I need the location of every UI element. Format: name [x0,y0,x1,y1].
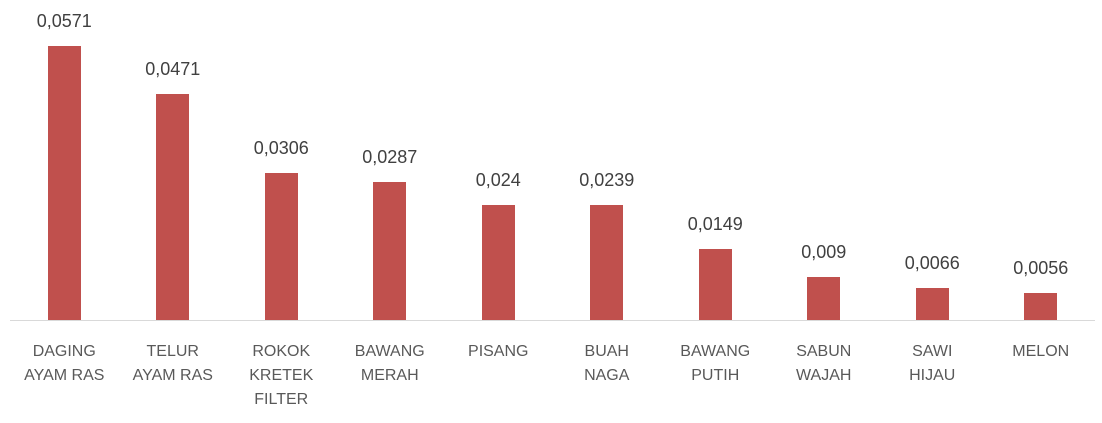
x-axis-line [10,320,1095,321]
x-tick-label: ROKOK KRETEK FILTER [249,343,314,408]
data-label: 0,0287 [362,147,418,168]
data-label: 0,024 [475,169,521,190]
data-label: 0,0571 [36,11,92,31]
data-label: 0,0471 [145,58,201,79]
bar [698,248,732,320]
x-tick-label: SABUN WAJAH [796,343,852,384]
data-label: 0,0239 [579,170,635,191]
bar [156,93,190,320]
x-tick-label: BAWANG PUTIH [680,343,751,384]
bar [373,182,407,320]
bar [1024,293,1058,320]
x-tick-label: TELUR AYAM RAS [132,343,213,384]
bar [807,276,841,320]
data-label: 0,0306 [253,138,309,159]
x-tick-label: BAWANG MERAH [354,343,425,384]
x-tick-label: BUAH NAGA [584,343,630,384]
x-tick-label: PISANG [468,343,529,360]
x-tick-label: MELON [1012,343,1070,360]
data-label: 0,0056 [1013,258,1069,279]
data-label: 0,0066 [904,253,960,274]
x-tick-label: DAGING AYAM RAS [24,343,105,384]
bar [590,205,624,320]
data-label: 0,0149 [687,213,743,234]
bar [481,204,515,320]
bar [264,173,298,320]
x-tick-label: SAWI HIJAU [909,343,956,384]
data-label: 0,009 [801,241,847,262]
bar [915,288,949,320]
bar [47,46,81,320]
